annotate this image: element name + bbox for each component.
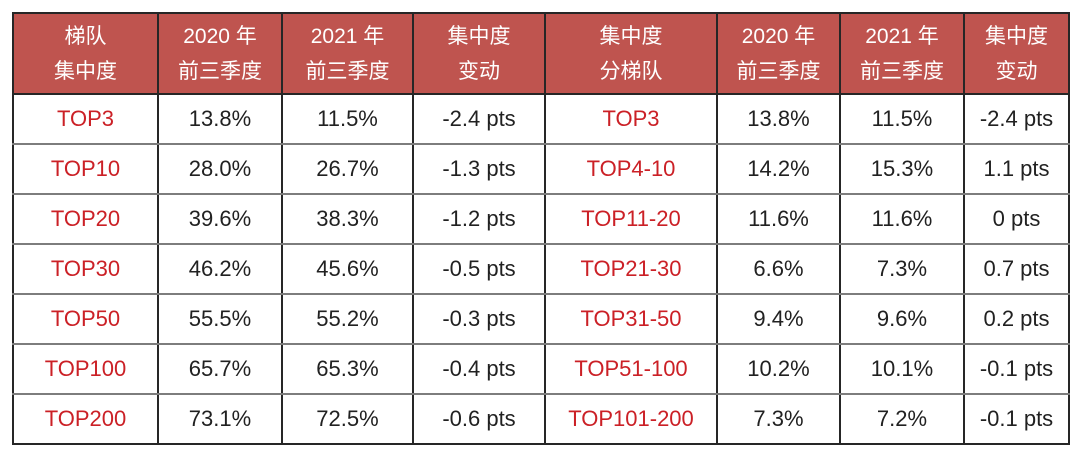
header-line: 集中度 <box>54 59 117 83</box>
value-cell-2021: 11.5% <box>839 93 965 145</box>
column-header-2020-right: 2020 年 前三季度 <box>716 12 841 95</box>
value-cell-2021: 65.3% <box>281 343 414 395</box>
change-cell: 0.2 pts <box>963 293 1070 345</box>
value-cell-2021: 11.5% <box>281 93 414 145</box>
tier-cell: TOP31-50 <box>544 293 718 345</box>
value-cell-2020: 7.3% <box>716 393 841 445</box>
column-header-2021-left: 2021 年 前三季度 <box>281 12 414 95</box>
tier-cell: TOP200 <box>12 393 159 445</box>
tier-cell: TOP50 <box>12 293 159 345</box>
value-cell-2020: 28.0% <box>157 143 283 195</box>
column-header-2021-right: 2021 年 前三季度 <box>839 12 965 95</box>
change-cell: -0.4 pts <box>412 343 546 395</box>
table-header: 梯队 集中度 2020 年 前三季度 2021 年 前三季度 集中度 变动 集中… <box>12 12 1070 95</box>
value-cell-2020: 13.8% <box>157 93 283 145</box>
header-line: 前三季度 <box>860 59 944 83</box>
value-cell-2020: 11.6% <box>716 193 841 245</box>
tier-cell: TOP10 <box>12 143 159 195</box>
change-cell: 0.7 pts <box>963 243 1070 295</box>
value-cell-2021: 38.3% <box>281 193 414 245</box>
change-cell: -0.3 pts <box>412 293 546 345</box>
tier-cell: TOP21-30 <box>544 243 718 295</box>
value-cell-2020: 9.4% <box>716 293 841 345</box>
tier-cell: TOP20 <box>12 193 159 245</box>
header-line: 分梯队 <box>599 59 663 83</box>
value-cell-2021: 7.3% <box>839 243 965 295</box>
tier-cell: TOP51-100 <box>544 343 718 395</box>
change-cell: -0.6 pts <box>412 393 546 445</box>
table-row: TOP30 46.2% 45.6% -0.5 pts TOP21-30 6.6%… <box>12 243 1070 295</box>
table-row: TOP3 13.8% 11.5% -2.4 pts TOP3 13.8% 11.… <box>12 93 1070 145</box>
value-cell-2021: 26.7% <box>281 143 414 195</box>
header-line: 2020 年 <box>183 24 257 48</box>
value-cell-2020: 73.1% <box>157 393 283 445</box>
value-cell-2021: 45.6% <box>281 243 414 295</box>
change-cell: -0.1 pts <box>963 343 1070 395</box>
change-cell: -2.4 pts <box>412 93 546 145</box>
value-cell-2021: 10.1% <box>839 343 965 395</box>
value-cell-2020: 39.6% <box>157 193 283 245</box>
table-row: TOP10 28.0% 26.7% -1.3 pts TOP4-10 14.2%… <box>12 143 1070 195</box>
table-row: TOP20 39.6% 38.3% -1.2 pts TOP11-20 11.6… <box>12 193 1070 245</box>
header-line: 2020 年 <box>741 24 816 48</box>
tier-cell: TOP30 <box>12 243 159 295</box>
tier-cell: TOP3 <box>544 93 718 145</box>
value-cell-2020: 10.2% <box>716 343 841 395</box>
change-cell: -2.4 pts <box>963 93 1070 145</box>
value-cell-2020: 55.5% <box>157 293 283 345</box>
table-row: TOP200 73.1% 72.5% -0.6 pts TOP101-200 7… <box>12 393 1070 445</box>
tier-cell: TOP100 <box>12 343 159 395</box>
header-line: 集中度 <box>985 24 1048 48</box>
tier-cell: TOP101-200 <box>544 393 718 445</box>
header-line: 变动 <box>458 59 500 83</box>
value-cell-2021: 9.6% <box>839 293 965 345</box>
value-cell-2021: 7.2% <box>839 393 965 445</box>
value-cell-2020: 6.6% <box>716 243 841 295</box>
header-line: 前三季度 <box>736 59 821 83</box>
tier-cell: TOP3 <box>12 93 159 145</box>
change-cell: -0.1 pts <box>963 393 1070 445</box>
header-line: 2021 年 <box>865 24 939 48</box>
change-cell: -1.3 pts <box>412 143 546 195</box>
value-cell-2021: 15.3% <box>839 143 965 195</box>
header-line: 梯队 <box>64 24 107 48</box>
column-header-change-left: 集中度 变动 <box>412 12 546 95</box>
value-cell-2020: 65.7% <box>157 343 283 395</box>
table-body: TOP3 13.8% 11.5% -2.4 pts TOP3 13.8% 11.… <box>12 93 1070 445</box>
change-cell: 1.1 pts <box>963 143 1070 195</box>
header-line: 集中度 <box>447 24 511 48</box>
column-header-change-right: 集中度 变动 <box>963 12 1070 95</box>
column-header-tier-right: 集中度 分梯队 <box>544 12 718 95</box>
value-cell-2020: 14.2% <box>716 143 841 195</box>
header-line: 变动 <box>995 59 1038 83</box>
value-cell-2021: 11.6% <box>839 193 965 245</box>
change-cell: -0.5 pts <box>412 243 546 295</box>
header-line: 前三季度 <box>305 59 390 83</box>
tier-cell: TOP4-10 <box>544 143 718 195</box>
column-header-2020-left: 2020 年 前三季度 <box>157 12 283 95</box>
value-cell-2021: 55.2% <box>281 293 414 345</box>
header-line: 2021 年 <box>310 24 385 48</box>
column-header-tier-left: 梯队 集中度 <box>12 12 159 95</box>
change-cell: 0 pts <box>963 193 1070 245</box>
header-line: 集中度 <box>599 24 663 48</box>
header-row: 梯队 集中度 2020 年 前三季度 2021 年 前三季度 集中度 变动 集中… <box>12 12 1070 95</box>
change-cell: -1.2 pts <box>412 193 546 245</box>
tier-concentration-table: 梯队 集中度 2020 年 前三季度 2021 年 前三季度 集中度 变动 集中… <box>12 12 1070 445</box>
header-line: 前三季度 <box>178 59 262 83</box>
table-row: TOP50 55.5% 55.2% -0.3 pts TOP31-50 9.4%… <box>12 293 1070 345</box>
value-cell-2020: 46.2% <box>157 243 283 295</box>
table-row: TOP100 65.7% 65.3% -0.4 pts TOP51-100 10… <box>12 343 1070 395</box>
value-cell-2020: 13.8% <box>716 93 841 145</box>
tier-cell: TOP11-20 <box>544 193 718 245</box>
value-cell-2021: 72.5% <box>281 393 414 445</box>
